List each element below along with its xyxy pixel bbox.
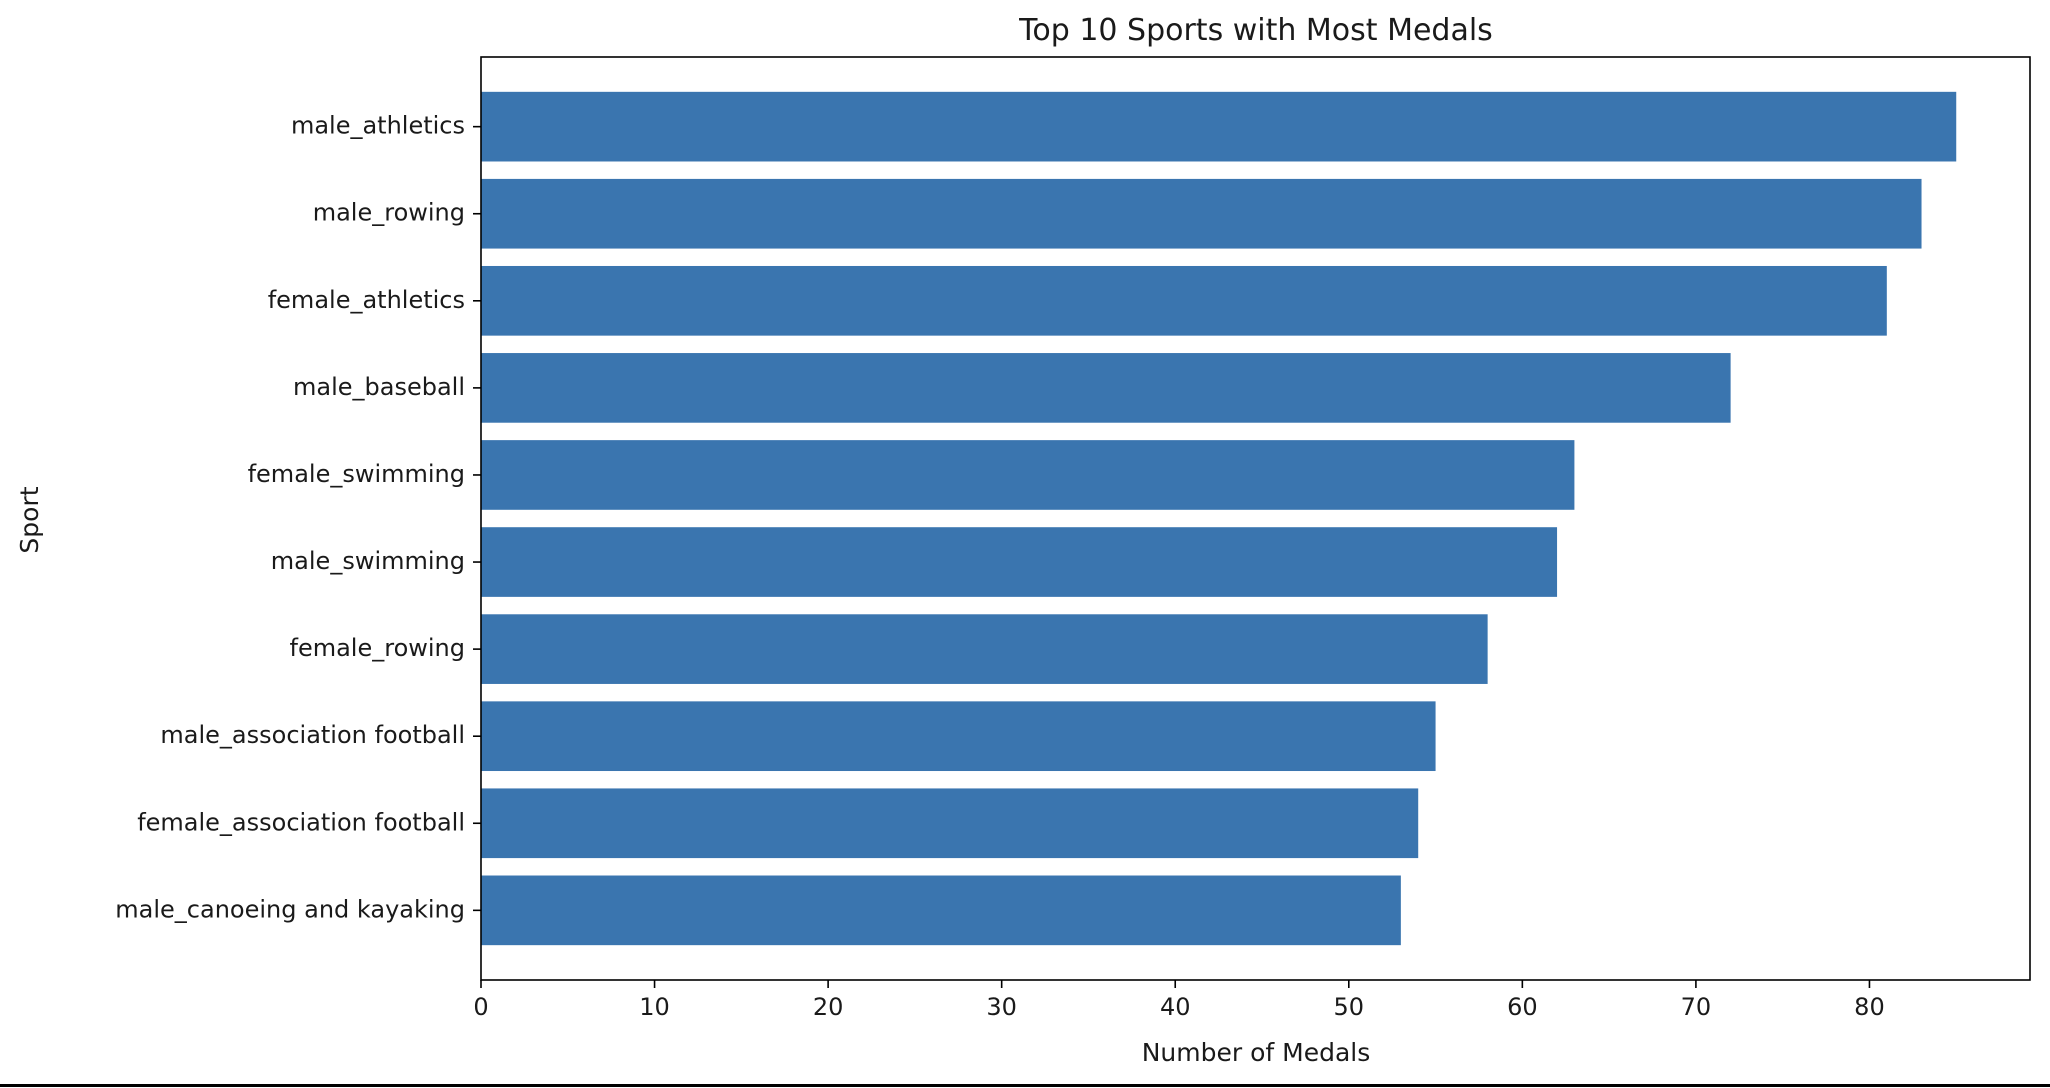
y-tick-label: female_swimming [248, 460, 465, 488]
y-tick-label: male_baseball [293, 373, 465, 401]
page-bottom-rule [0, 1084, 2050, 1087]
x-tick-label: 0 [473, 993, 488, 1021]
chart-title: Top 10 Sports with Most Medals [1018, 13, 1493, 48]
x-tick-label: 20 [813, 993, 844, 1021]
y-axis-label: Sport [15, 486, 44, 553]
y-tick-label: female_athletics [268, 286, 465, 314]
x-tick-label: 30 [986, 993, 1017, 1021]
bar-male-swimming [481, 527, 1558, 597]
y-tick-label: male_rowing [313, 199, 465, 227]
bar-female-association-football [481, 788, 1419, 859]
x-axis: 0 10 20 30 40 50 60 70 80 [473, 980, 1885, 1021]
bar-female-rowing [481, 614, 1488, 684]
y-tick-label: male_athletics [291, 112, 465, 140]
x-tick-label: 10 [639, 993, 670, 1021]
bar-male-rowing [481, 178, 1922, 249]
x-tick-label: 50 [1334, 993, 1365, 1021]
x-tick-label: 70 [1681, 993, 1712, 1021]
bar-male-athletics [481, 91, 1957, 162]
plot-frame [480, 56, 2031, 981]
y-tick-label: male_canoeing and kayaking [115, 895, 465, 923]
y-tick-label: female_rowing [290, 634, 466, 662]
bar-female-athletics [481, 265, 1887, 336]
y-tick-label: male_swimming [271, 547, 465, 575]
x-tick-label: 40 [1160, 993, 1191, 1021]
bar-female-swimming [481, 440, 1575, 510]
bar-male-canoeing-and-kayaking [481, 875, 1401, 946]
x-axis-label: Number of Medals [1142, 1038, 1371, 1067]
bar-male-baseball [481, 353, 1731, 423]
y-tick-label: female_association football [137, 808, 465, 836]
bar-male-association-football [481, 701, 1436, 772]
x-tick-label: 80 [1854, 993, 1885, 1021]
x-tick-label: 60 [1507, 993, 1538, 1021]
y-tick-label: male_association football [160, 721, 465, 749]
y-axis: male_athletics male_rowing female_athletic… [115, 112, 481, 923]
bars-group [481, 91, 1957, 946]
